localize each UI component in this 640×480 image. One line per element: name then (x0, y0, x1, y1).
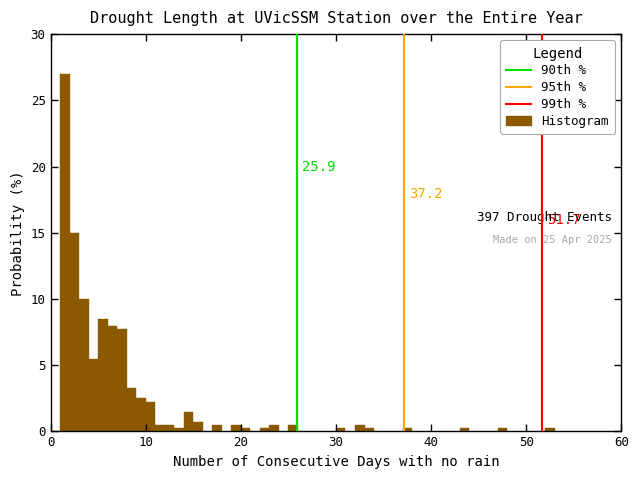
Text: 37.2: 37.2 (409, 187, 443, 201)
Title: Drought Length at UVicSSM Station over the Entire Year: Drought Length at UVicSSM Station over t… (90, 11, 582, 26)
Text: 25.9: 25.9 (301, 160, 335, 174)
Text: Made on 25 Apr 2025: Made on 25 Apr 2025 (493, 235, 612, 245)
Bar (164, 425, 174, 432)
Bar (70, 233, 79, 432)
Bar (60, 74, 70, 432)
Legend: 90th %, 95th %, 99th %, Histogram: 90th %, 95th %, 99th %, Histogram (500, 40, 615, 134)
Bar (460, 428, 469, 432)
Bar (127, 388, 136, 432)
Bar (88, 359, 98, 432)
Bar (336, 428, 346, 432)
Text: 51.7: 51.7 (547, 213, 580, 227)
Bar (260, 428, 269, 432)
Bar (498, 428, 508, 432)
Bar (79, 299, 88, 432)
Bar (174, 428, 184, 432)
Bar (212, 425, 222, 432)
Bar (231, 425, 241, 432)
Bar (108, 325, 117, 432)
Bar (365, 428, 374, 432)
Bar (184, 412, 193, 432)
Bar (241, 428, 250, 432)
Bar (403, 428, 412, 432)
Bar (155, 425, 164, 432)
Bar (117, 329, 127, 432)
Bar (355, 425, 365, 432)
Y-axis label: Probability (%): Probability (%) (11, 170, 25, 296)
Bar (136, 398, 146, 432)
Bar (98, 319, 108, 432)
Bar (193, 421, 203, 432)
Bar (146, 402, 155, 432)
Bar (269, 425, 279, 432)
Bar (289, 425, 298, 432)
Text: 397 Drought Events: 397 Drought Events (477, 211, 612, 224)
X-axis label: Number of Consecutive Days with no rain: Number of Consecutive Days with no rain (173, 455, 499, 469)
Bar (545, 428, 555, 432)
